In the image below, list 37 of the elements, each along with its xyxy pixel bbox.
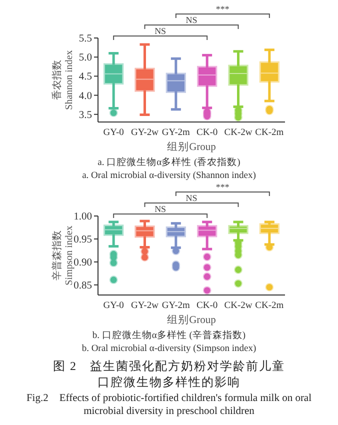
x-axis-title: 组别Group: [167, 314, 216, 326]
y-tick-label: 0.95: [74, 234, 92, 246]
text: NS: [186, 193, 198, 203]
x-tick-label: CK-2m: [255, 128, 284, 138]
caption: Fig.2 Effects of probiotic-fortified children's formula milk on oral microbial diversity in preschool children: [25, 392, 313, 418]
x-tick-label: GY-2w: [131, 301, 159, 311]
x-tick-label: GY-2w: [131, 128, 159, 138]
x-tick-label: CK-0: [196, 128, 218, 138]
text: ***: [216, 4, 230, 14]
text: a. Oral microbial α-diversity (Shannon index): [82, 171, 256, 181]
y-axis-title: 辛普森指数 Simpson index: [51, 226, 75, 286]
x-tick-label: GY-0: [103, 301, 124, 311]
text: NS: [154, 26, 166, 36]
x-tick-label: GY-2m: [162, 128, 191, 138]
y-tick-label: 4.0: [78, 90, 92, 102]
y-tick-label: 0.90: [74, 257, 92, 268]
text: b. Oral microbial α-diversity (Simpson index): [82, 344, 256, 354]
caption: 图 2 益生菌强化配方奶粉对学龄前儿童口腔微生物多样性的影响: [52, 358, 286, 390]
x-axis-title: 组别Group: [167, 141, 216, 153]
x-tick-label: CK-0: [196, 301, 218, 311]
y-tick-label: 5.0: [78, 52, 92, 64]
y-tick-label: 3.5: [78, 110, 92, 121]
x-tick-label: CK-2w: [224, 128, 252, 138]
y-tick-label: 5.5: [78, 34, 92, 44]
x-tick-label: CK-2m: [255, 301, 284, 311]
text: NS: [186, 15, 198, 25]
y-axis-title: 香农指数 Shannon index: [51, 50, 75, 110]
text: ***: [216, 182, 230, 192]
text: b. 口腔微生物α多样性 (辛普森指数): [92, 329, 246, 341]
text: NS: [154, 204, 166, 214]
text: a. 口腔微生物α多样性 (香农指数): [98, 156, 240, 168]
x-tick-label: GY-2m: [162, 301, 191, 311]
y-tick-label: 1.00: [74, 212, 92, 222]
y-tick-label: 0.85: [74, 280, 92, 292]
x-tick-label: CK-2w: [224, 301, 252, 311]
x-tick-label: GY-0: [103, 128, 124, 138]
y-tick-label: 4.5: [78, 72, 92, 83]
